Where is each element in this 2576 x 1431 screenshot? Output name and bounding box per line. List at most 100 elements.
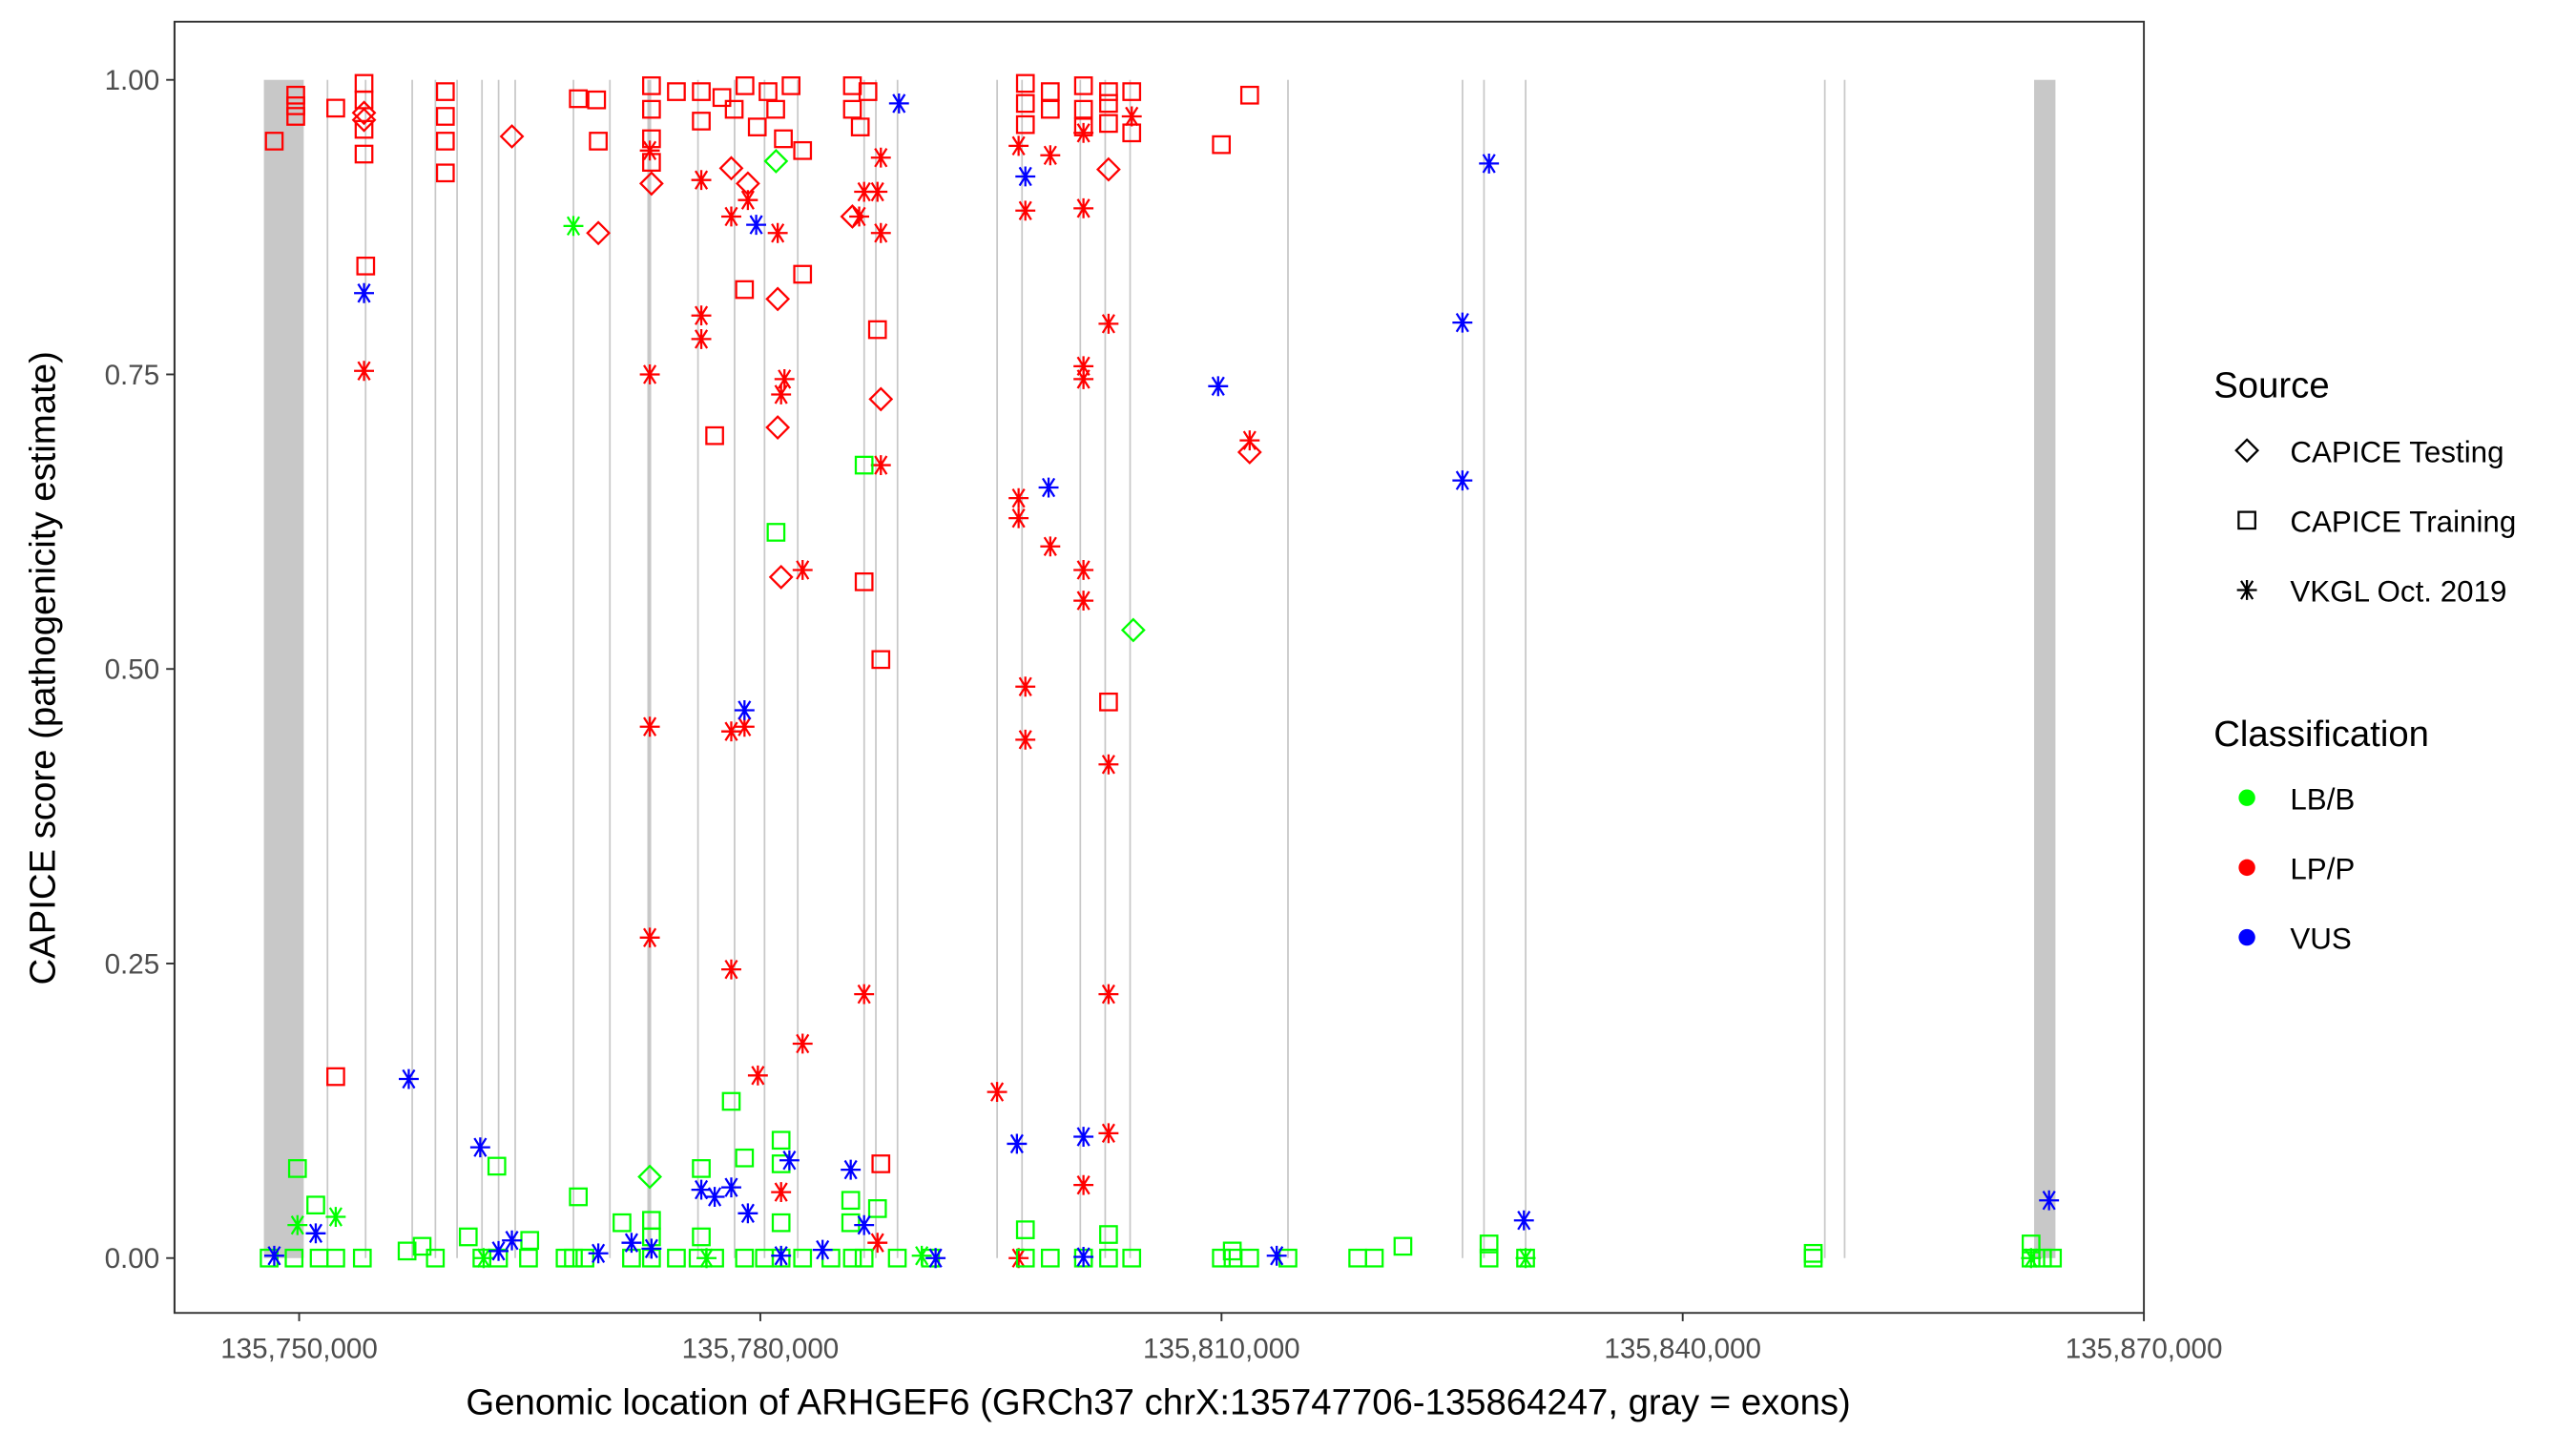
legend-class-label: LP/P xyxy=(2290,853,2355,886)
data-point xyxy=(1015,729,1036,750)
data-point xyxy=(1073,197,1094,218)
data-point xyxy=(692,82,711,101)
data-point xyxy=(1099,82,1118,101)
data-point xyxy=(1008,508,1029,529)
data-point xyxy=(435,82,455,101)
data-point xyxy=(887,1248,907,1268)
data-point xyxy=(306,1195,325,1215)
data-point xyxy=(458,1227,478,1247)
legend-classification-title: Classification xyxy=(2213,714,2429,755)
data-point xyxy=(488,1240,509,1261)
data-point xyxy=(284,1248,304,1268)
data-point xyxy=(1122,1248,1142,1268)
exon-band xyxy=(364,79,367,1258)
x-tick-label: 135,840,000 xyxy=(1604,1333,1761,1364)
data-point xyxy=(767,222,788,243)
legend-source-label: CAPICE Training xyxy=(2290,506,2516,539)
exon-band xyxy=(896,79,899,1258)
data-point xyxy=(1239,85,1259,105)
data-point xyxy=(1452,470,1473,491)
data-point xyxy=(1364,1248,1384,1268)
data-point xyxy=(564,1248,583,1268)
data-point xyxy=(1120,617,1146,643)
data-point xyxy=(1073,368,1094,389)
data-point xyxy=(1098,754,1119,775)
data-point xyxy=(792,1033,813,1054)
data-point xyxy=(763,149,789,174)
data-point xyxy=(1479,1234,1499,1254)
data-point xyxy=(766,99,785,119)
data-point xyxy=(1038,477,1059,498)
exon-band xyxy=(1823,79,1826,1258)
data-point xyxy=(870,455,891,476)
data-point xyxy=(779,1150,800,1171)
data-point xyxy=(1015,114,1035,135)
data-point xyxy=(1008,1248,1029,1269)
data-point xyxy=(639,927,660,948)
data-point xyxy=(737,1203,758,1224)
y-axis-title: CAPICE score (pathogenicity estimate) xyxy=(22,351,63,985)
data-point xyxy=(692,1227,711,1247)
data-point xyxy=(1479,153,1500,174)
data-point xyxy=(854,181,875,202)
data-point xyxy=(858,82,878,101)
data-point xyxy=(1073,591,1094,612)
data-point xyxy=(854,571,874,591)
data-point xyxy=(1239,1248,1259,1268)
data-point xyxy=(1073,1174,1094,1195)
data-points xyxy=(260,73,2063,1269)
exon-band xyxy=(797,79,800,1258)
data-point xyxy=(435,107,455,126)
data-point xyxy=(721,1177,741,1198)
data-point xyxy=(781,76,801,95)
data-point xyxy=(850,117,870,136)
data-point xyxy=(1098,313,1119,334)
data-point xyxy=(718,156,744,181)
data-point xyxy=(871,1154,891,1173)
data-point xyxy=(692,112,711,131)
data-point xyxy=(435,163,455,183)
data-point xyxy=(868,386,894,412)
data-point xyxy=(286,85,305,105)
data-point xyxy=(637,1164,663,1190)
data-point xyxy=(1015,1248,1035,1268)
data-point xyxy=(2043,1248,2063,1268)
data-point xyxy=(1040,99,1060,119)
data-point xyxy=(1073,1127,1094,1147)
exon-band xyxy=(1021,79,1024,1258)
data-point xyxy=(287,1214,308,1235)
data-point xyxy=(721,1091,741,1111)
legend-class-label: LB/B xyxy=(2290,782,2355,816)
data-point xyxy=(774,129,793,149)
data-point xyxy=(1513,1210,1534,1231)
data-point xyxy=(735,280,755,300)
data-point xyxy=(326,98,345,118)
data-point xyxy=(587,90,607,110)
legend-dot-icon xyxy=(2238,928,2255,946)
data-point xyxy=(696,1248,717,1269)
exon-band xyxy=(1525,79,1527,1258)
data-point xyxy=(641,1238,662,1259)
exon-band xyxy=(996,79,999,1258)
data-point xyxy=(1121,106,1142,127)
data-point xyxy=(1007,1133,1028,1154)
data-point xyxy=(841,1159,862,1180)
data-point xyxy=(1122,82,1142,101)
data-point xyxy=(849,206,869,227)
legend-source-title: Source xyxy=(2213,364,2329,405)
data-point xyxy=(854,984,875,1005)
data-point xyxy=(1040,1248,1060,1268)
data-point xyxy=(1099,692,1118,712)
data-point xyxy=(1073,1247,1094,1267)
data-point xyxy=(356,257,376,276)
data-point xyxy=(871,650,891,670)
data-point xyxy=(499,124,525,149)
data-point xyxy=(287,1159,307,1178)
data-point xyxy=(854,455,874,475)
data-point xyxy=(987,1082,1008,1103)
data-point xyxy=(771,1245,792,1266)
data-point xyxy=(354,361,374,382)
data-point xyxy=(841,1213,861,1233)
data-point xyxy=(667,1248,686,1268)
exon-band xyxy=(696,79,699,1258)
